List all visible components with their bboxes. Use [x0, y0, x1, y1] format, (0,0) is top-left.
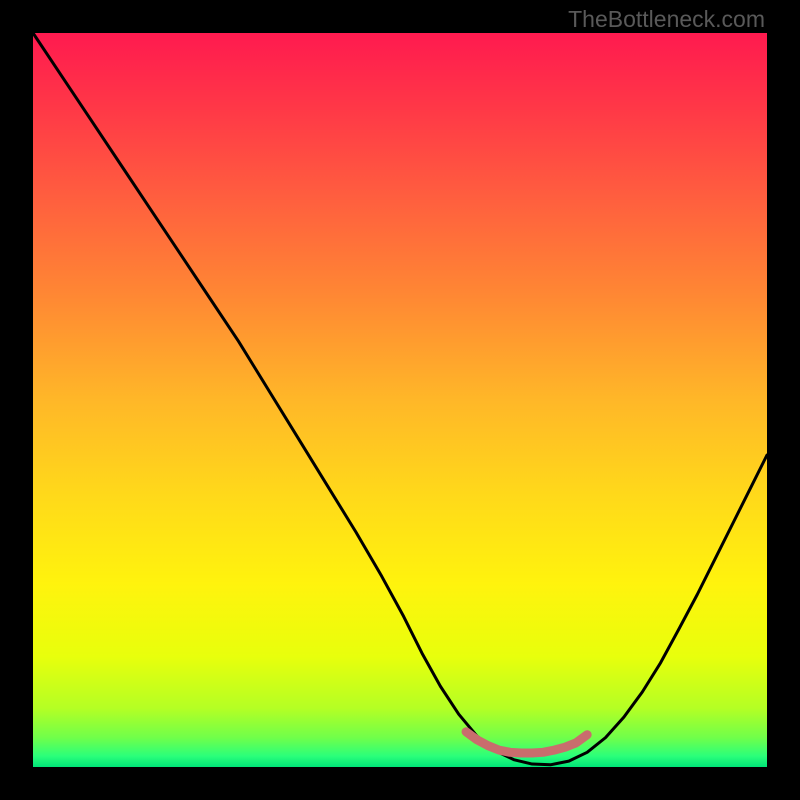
optimal-range-marker [466, 732, 587, 753]
chart-container: TheBottleneck.com [0, 0, 800, 800]
plot-area [33, 33, 767, 767]
curve-layer [33, 33, 767, 767]
watermark-text: TheBottleneck.com [568, 6, 765, 33]
bottleneck-curve [33, 33, 767, 765]
